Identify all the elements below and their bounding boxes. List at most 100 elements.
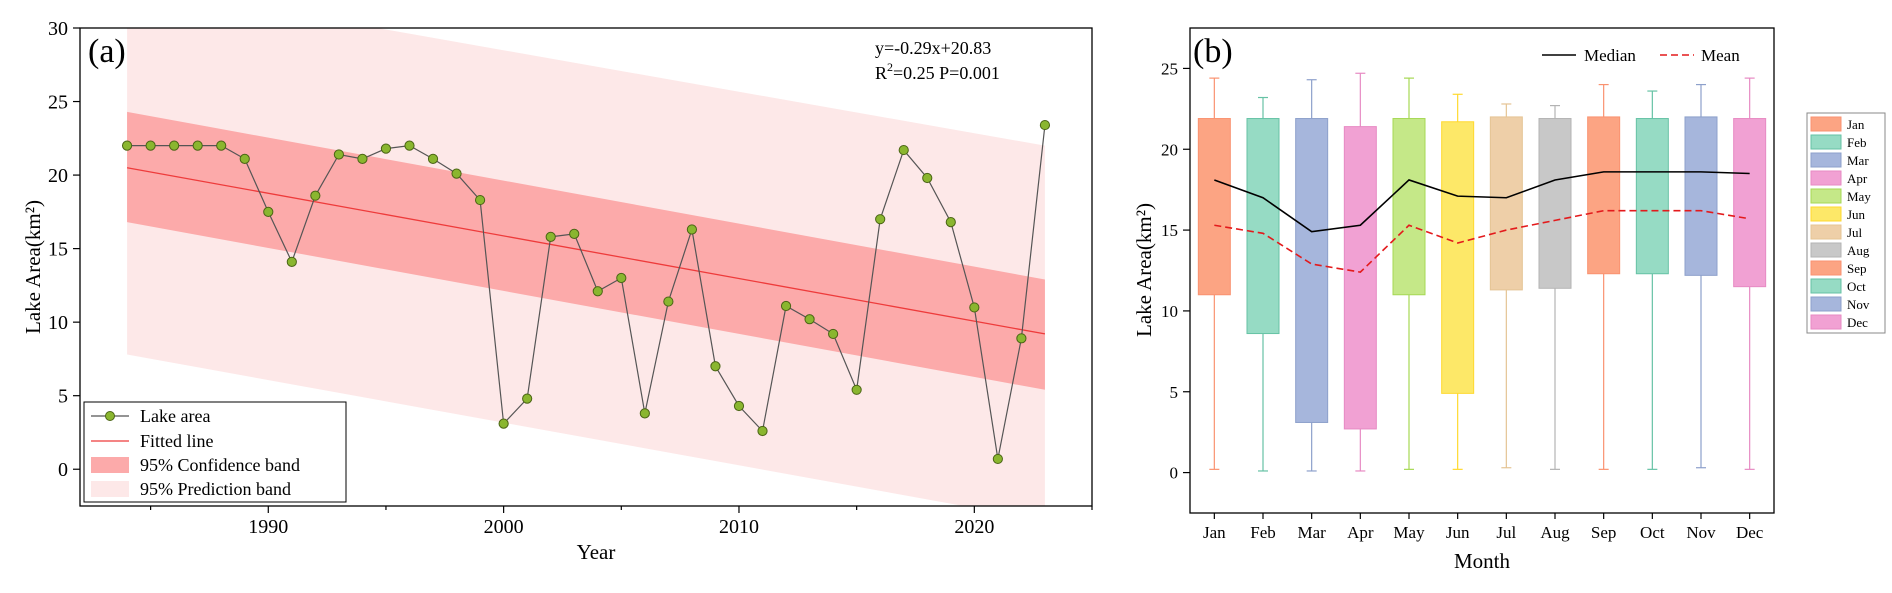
box-jun [1441,121,1475,394]
x-tick-label-b: Jun [1446,523,1470,542]
month-legend-swatch [1810,260,1842,276]
lake-area-point [616,272,627,284]
legend-median-label: Median [1584,46,1636,65]
lake-area-point [663,296,674,307]
box-jul [1489,116,1523,291]
lake-area-point [898,144,909,156]
box-plots [1197,72,1767,472]
lake-area-point [263,206,274,217]
month-legend-swatch [1810,242,1842,258]
lake-area-point [404,140,415,151]
y-axis-label-b: Lake Area(km²) [1132,203,1156,337]
month-legend-label: Sep [1847,261,1867,276]
panel-label-b: (b) [1193,33,1233,70]
y-tick-label-b: 15 [1161,221,1178,240]
y-ticks-b: 0 5 10 15 20 25 [1161,59,1190,483]
box-nov [1684,116,1718,276]
lake-area-point [498,418,509,429]
x-tick-label-b: May [1393,523,1425,542]
x-axis-label-b: Month [1454,549,1511,573]
y-tick-label-b: 25 [1161,59,1178,78]
x-axis-label-a: Year [577,540,616,564]
month-legend-label: Dec [1847,315,1868,330]
x-tick-label-a: 2020 [954,516,994,538]
lake-area-point [804,314,815,325]
legend-a-label-3: 95% Confidence band [140,455,300,475]
lake-area-points [121,119,1051,465]
box-may [1392,118,1426,296]
month-legend-swatch [1810,116,1842,132]
panel-label-a: (a) [88,33,126,70]
month-legend-label: Jun [1847,207,1866,222]
legend-a: Lake area Fitted line 95% Confidence ban… [83,401,347,503]
panel-b: 0 5 10 15 20 25 Jan Feb Mar Apr May Jun Jul Aug Sep Oc… [1132,27,1886,573]
box-mar [1295,118,1329,423]
month-legend-swatch [1810,188,1842,204]
box-aug [1538,118,1572,289]
x-tick-label-b: Nov [1686,523,1716,542]
month-legend-label: Feb [1847,135,1867,150]
x-tick-label-b: Jul [1496,523,1516,542]
lake-area-point [569,228,580,240]
lake-area-point [969,302,980,313]
lake-area-point [851,384,862,395]
fitted-line [126,167,1046,335]
box-apr [1343,126,1377,430]
lake-area-point [592,286,603,297]
month-legend-swatch [1810,224,1842,240]
box-oct [1635,118,1669,275]
legend-a-label-1: Lake area [140,406,210,426]
y-tick-label-a: 30 [48,18,68,40]
box-feb [1246,118,1280,335]
x-tick-label-a: 2010 [719,516,759,538]
month-legend-box [1806,112,1886,334]
y-tick-label-a: 0 [58,459,68,481]
lake-area-point [333,149,344,160]
y-axis-label-a: Lake Area(km²) [21,200,45,334]
month-legend-swatch [1810,278,1842,294]
month-legend-swatch [1810,206,1842,222]
legend-a-confidence-swatch [91,457,129,473]
x-tick-label-b: Sep [1591,523,1617,542]
month-legend-label: Jan [1847,117,1865,132]
lake-area-point [545,231,556,242]
lake-area-point [310,190,321,201]
lake-area-point [169,140,180,151]
lake-area-point [875,214,886,225]
x-tick-label-b: Mar [1298,523,1327,542]
month-legend-label: Apr [1847,171,1868,186]
x-ticks-b: Jan Feb Mar Apr May Jun Jul Aug Sep Oct Nov Dec [1203,513,1764,542]
median-line [1214,171,1750,233]
lake-area-point [474,194,486,206]
box-jan [1197,118,1231,296]
lake-area-point [733,400,745,412]
y-tick-label-a: 25 [48,92,68,114]
lake-area-point [757,425,768,437]
x-tick-label-b: Jan [1203,523,1226,542]
lake-area-point [216,140,227,151]
y-tick-label-a: 5 [58,386,68,408]
x-tick-label-a: 2000 [484,516,524,538]
lake-area-point [710,361,721,372]
x-tick-label-b: Dec [1736,523,1764,542]
lake-area-point [945,217,956,228]
month-legend-swatch [1810,152,1842,168]
y-tick-label-b: 5 [1170,383,1179,402]
lake-area-point [686,224,698,235]
regression-equation: y=-0.29x+20.83 [875,38,991,58]
lake-area-point [1016,333,1027,344]
month-legend-label: Oct [1847,279,1866,294]
month-legend-label: Nov [1847,297,1870,312]
month-legend-swatch [1810,314,1842,330]
plot-frame-b [1189,27,1775,514]
panel-a: 0 5 10 15 20 25 30 1990 2000 2010 2020 (a) y=-0.2… [21,18,1093,564]
lake-area-point [639,408,650,419]
y-tick-label-a: 15 [48,239,68,261]
lake-area-point [780,300,792,312]
lake-area-point [427,153,439,164]
lake-area-point [380,143,392,154]
legend-b-lines: Median Mean [1542,46,1740,65]
y-tick-label-a: 20 [48,165,68,187]
lake-area-point [192,140,203,151]
